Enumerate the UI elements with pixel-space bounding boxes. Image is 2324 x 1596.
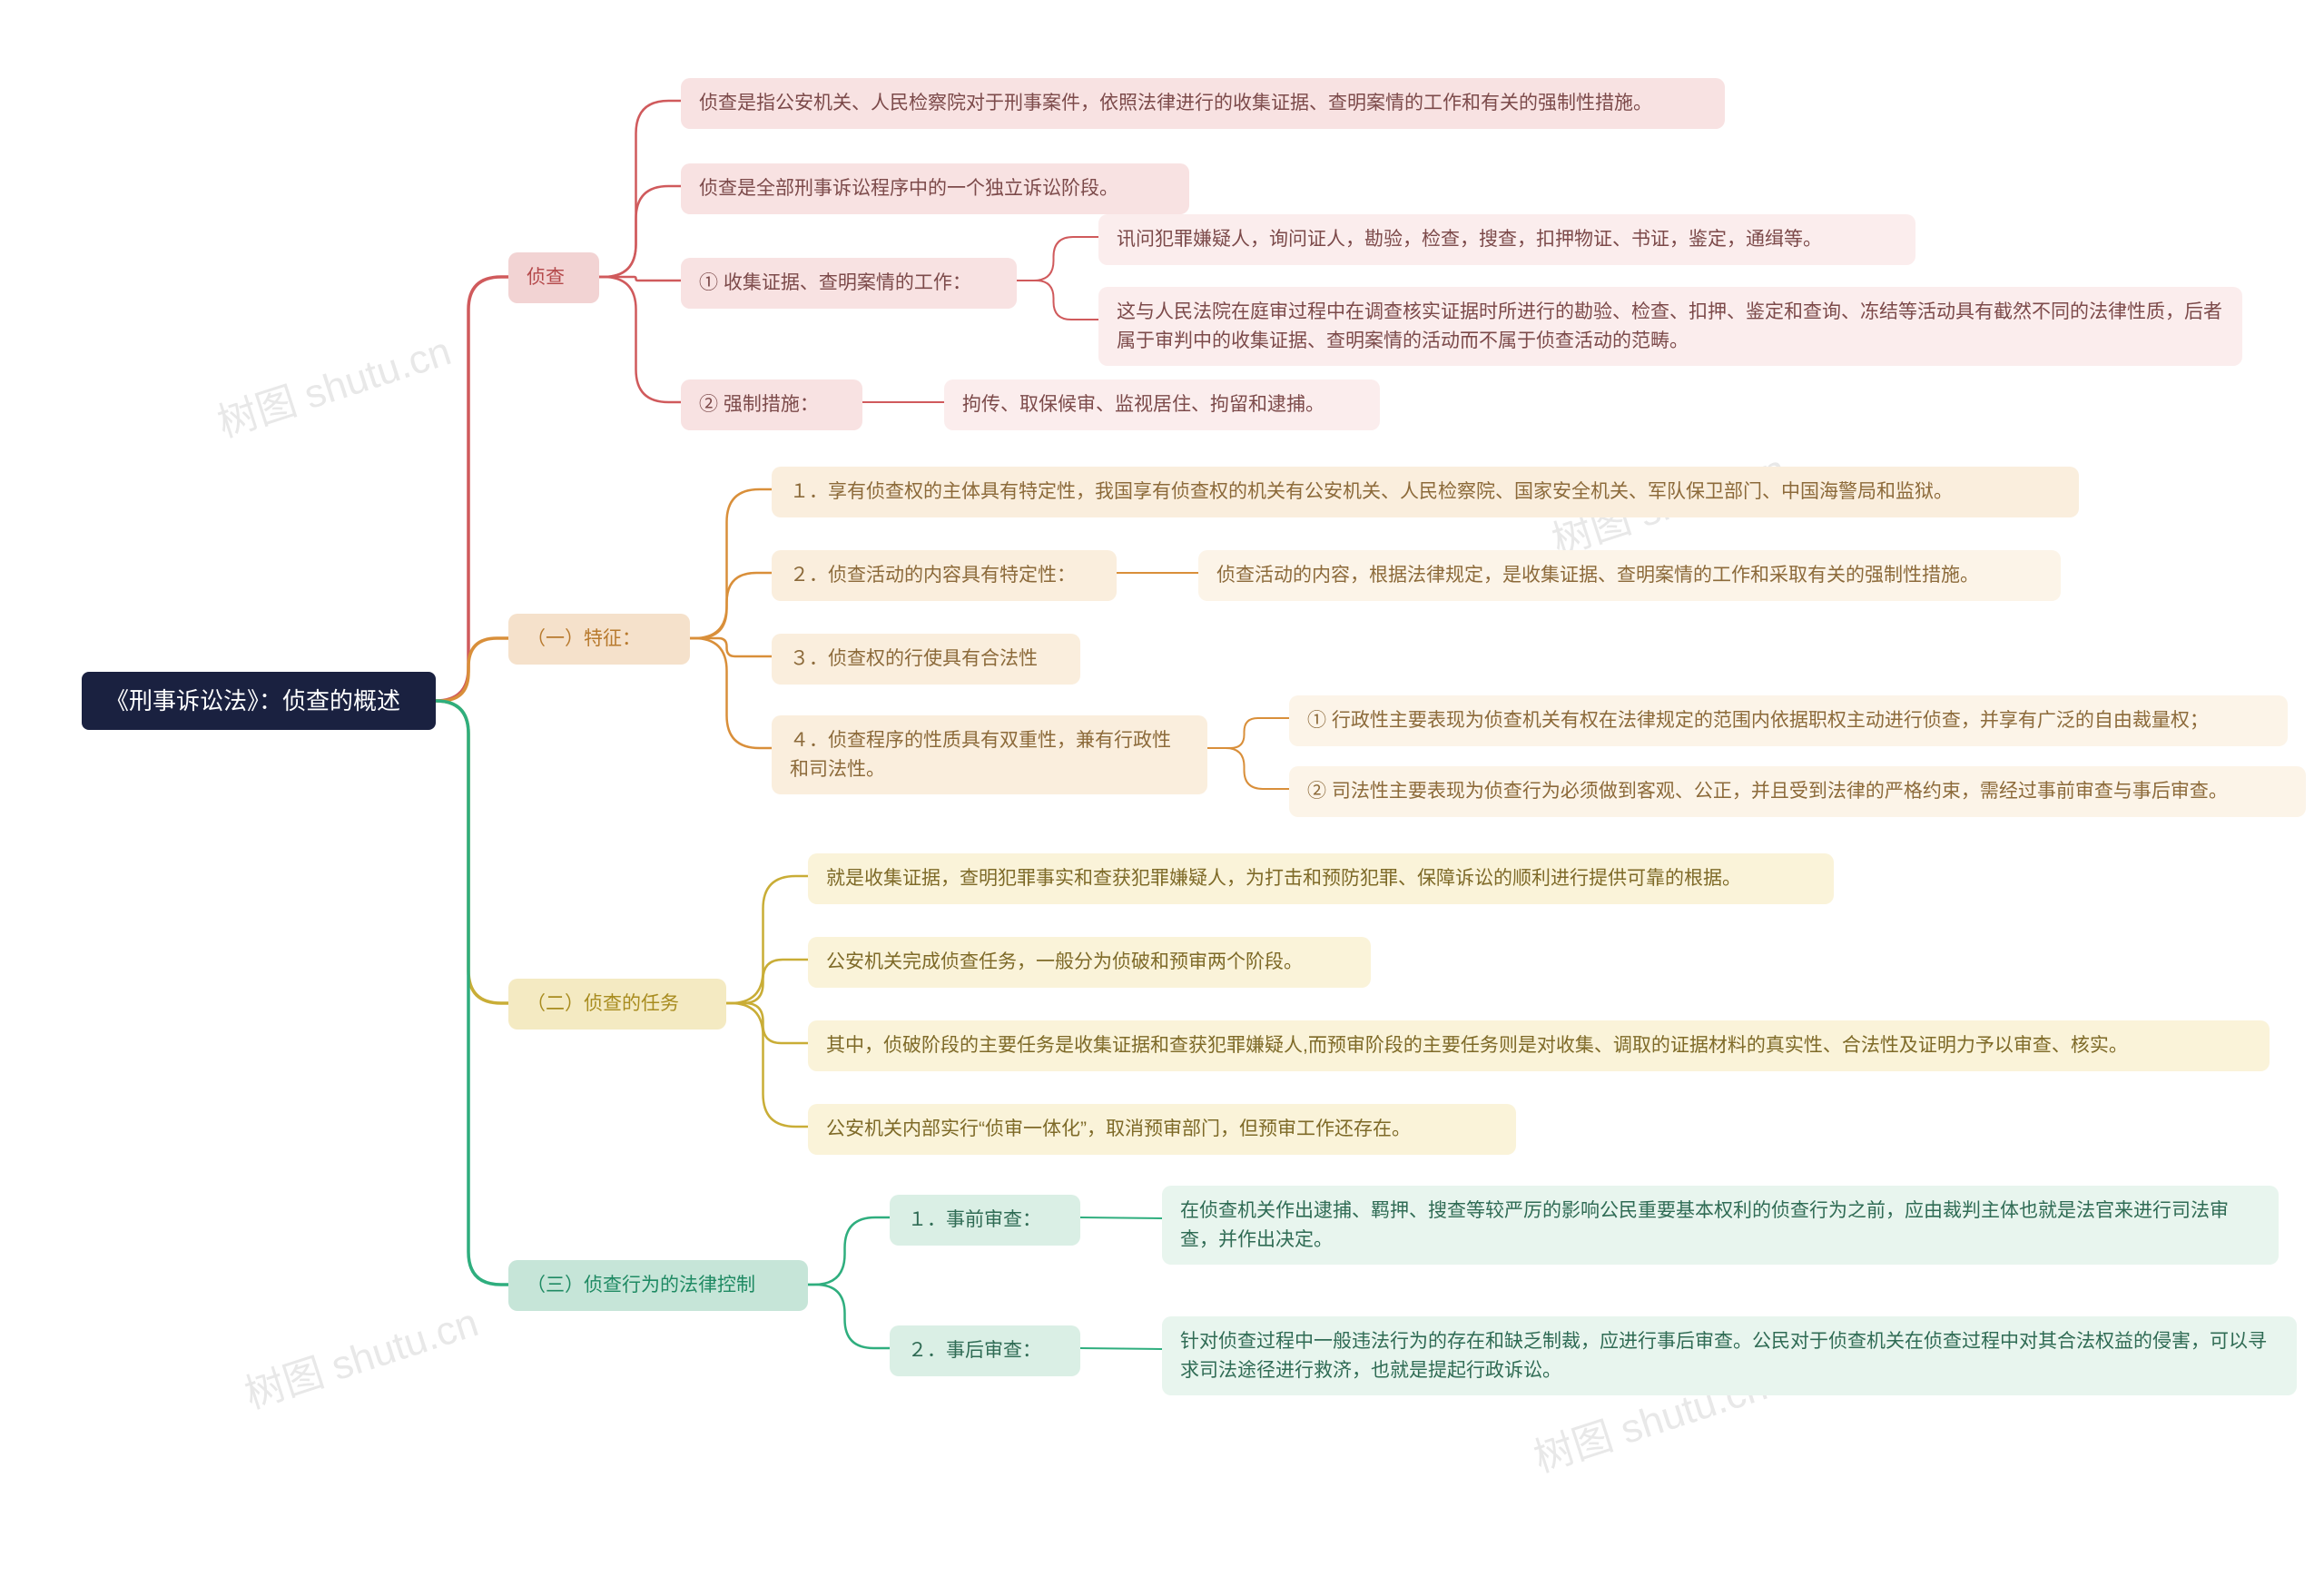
connector	[808, 1285, 890, 1348]
connector	[1207, 748, 1289, 789]
branch-2-child-3[interactable]: ３．侦查权的行使具有合法性	[772, 634, 1080, 685]
connector	[599, 186, 681, 277]
connector	[436, 701, 508, 1285]
connector	[1080, 1348, 1162, 1349]
branch-1-child-3[interactable]: ① 收集证据、查明案情的工作：	[681, 258, 1017, 309]
branch-2-child-2[interactable]: ２．侦查活动的内容具有特定性：	[772, 550, 1117, 601]
connector	[690, 638, 772, 748]
root-node[interactable]: 《刑事诉讼法》：侦查的概述	[82, 672, 436, 730]
branch-3-child-1[interactable]: 就是收集证据，查明犯罪事实和查获犯罪嫌疑人，为打击和预防犯罪、保障诉讼的顺利进行…	[808, 853, 1834, 904]
branch-1-child-4[interactable]: ② 强制措施：	[681, 379, 862, 430]
watermark: 树图 shutu.cn	[209, 319, 457, 448]
branch-4-child-1[interactable]: １．事前审查：	[890, 1195, 1080, 1246]
connector	[690, 489, 772, 638]
watermark: 树图 shutu.cn	[236, 1290, 484, 1420]
connector	[436, 701, 508, 1003]
connector	[1017, 237, 1098, 281]
connector	[599, 101, 681, 277]
branch-3-child-4[interactable]: 公安机关内部实行“侦审一体化”，取消预审部门，但预审工作还存在。	[808, 1104, 1516, 1155]
branch-3-child-2[interactable]: 公安机关完成侦查任务，一般分为侦破和预审两个阶段。	[808, 937, 1371, 988]
branch-2-child-1[interactable]: １．享有侦查权的主体具有特定性，我国享有侦查权的机关有公安机关、人民检察院、国家…	[772, 467, 2079, 517]
branch-2-child-2-leaf-1[interactable]: 侦查活动的内容，根据法律规定，是收集证据、查明案情的工作和采取有关的强制性措施。	[1198, 550, 2061, 601]
branch-1-child-4-leaf-1[interactable]: 拘传、取保候审、监视居住、拘留和逮捕。	[944, 379, 1380, 430]
branch-3-child-3[interactable]: 其中，侦破阶段的主要任务是收集证据和查获犯罪嫌疑人,而预审阶段的主要任务则是对收…	[808, 1020, 2270, 1071]
branch-1-child-2[interactable]: 侦查是全部刑事诉讼程序中的一个独立诉讼阶段。	[681, 163, 1189, 214]
connector	[1207, 718, 1289, 748]
branch-2-child-4-leaf-1[interactable]: ① 行政性主要表现为侦查机关有权在法律规定的范围内依据职权主动进行侦查，并享有广…	[1289, 695, 2288, 746]
connector	[726, 960, 808, 1003]
connector	[599, 277, 681, 402]
branch-1-child-1[interactable]: 侦查是指公安机关、人民检察院对于刑事案件，依照法律进行的收集证据、查明案情的工作…	[681, 78, 1725, 129]
connector	[1017, 281, 1098, 320]
connector	[599, 277, 681, 281]
connector	[726, 1003, 808, 1127]
connector	[726, 876, 808, 1003]
connector	[436, 277, 508, 701]
connector	[808, 1217, 890, 1285]
connector	[436, 638, 508, 701]
connector	[690, 573, 772, 638]
connector	[690, 638, 772, 656]
branch-4-child-1-leaf-1[interactable]: 在侦查机关作出逮捕、羁押、搜查等较严厉的影响公民重要基本权利的侦查行为之前，应由…	[1162, 1186, 2279, 1265]
branch-1-child-3-leaf-1[interactable]: 讯问犯罪嫌疑人，询问证人，勘验，检查，搜查，扣押物证、书证，鉴定，通缉等。	[1098, 214, 1915, 265]
connector	[726, 1003, 808, 1043]
branch-4[interactable]: （三）侦查行为的法律控制	[508, 1260, 808, 1311]
branch-2[interactable]: （一）特征：	[508, 614, 690, 665]
branch-2-child-4[interactable]: ４．侦查程序的性质具有双重性，兼有行政性和司法性。	[772, 715, 1207, 794]
branch-4-child-2-leaf-1[interactable]: 针对侦查过程中一般违法行为的存在和缺乏制裁，应进行事后审查。公民对于侦查机关在侦…	[1162, 1316, 2297, 1395]
connector	[1080, 1217, 1162, 1218]
branch-4-child-2[interactable]: ２．事后审查：	[890, 1325, 1080, 1376]
branch-1-child-3-leaf-2[interactable]: 这与人民法院在庭审过程中在调查核实证据时所进行的勘验、检查、扣押、鉴定和查询、冻…	[1098, 287, 2242, 366]
branch-3[interactable]: （二）侦查的任务	[508, 979, 726, 1030]
branch-1[interactable]: 侦查	[508, 252, 599, 303]
branch-2-child-4-leaf-2[interactable]: ② 司法性主要表现为侦查行为必须做到客观、公正，并且受到法律的严格约束，需经过事…	[1289, 766, 2306, 817]
